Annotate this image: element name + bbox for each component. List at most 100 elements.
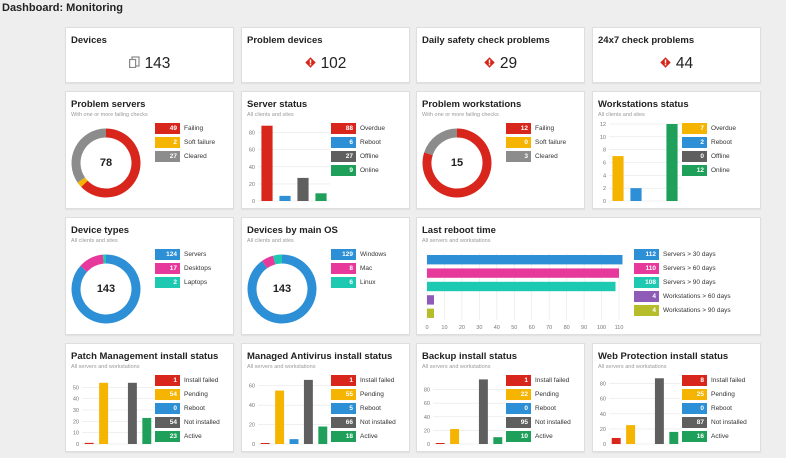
legend-item-offline[interactable]: 27 Offline [331,151,379,162]
slice-linux[interactable] [273,254,283,265]
slice-windows[interactable] [247,254,317,324]
bar-install-failed[interactable] [611,437,621,444]
legend-item-pending[interactable]: 54 Pending [155,389,208,400]
legend-item-reboot[interactable]: 0 Reboot [506,403,556,414]
legend-item-install-failed[interactable]: 1 Install failed [155,375,218,386]
legend-item-desktops[interactable]: 17 Desktops [155,263,211,274]
bar-not-installed[interactable] [478,379,488,444]
legend-item-install-failed[interactable]: 1 Install failed [331,375,394,386]
legend-item-overdue[interactable]: 7 Overdue [682,123,736,134]
legend-item-reboot[interactable]: 0 Reboot [155,403,205,414]
legend-item-active[interactable]: 10 Active [506,431,553,442]
server-status-card[interactable]: Server status All clients and sites 80 60… [241,91,410,209]
check-24x7-card[interactable]: 24x7 check problems 44 [592,27,761,83]
legend-item-mac[interactable]: 8 Mac [331,263,372,274]
legend-item-active[interactable]: 18 Active [331,431,378,442]
bar-not-installed[interactable] [303,379,313,444]
legend-item-windows[interactable]: 129 Windows [331,249,386,260]
legend-item-reboot[interactable]: 6 Reboot [331,137,381,148]
bar-overdue[interactable] [612,156,624,201]
slice-failing[interactable] [81,128,141,198]
legend-item-reboot[interactable]: 0 Reboot [682,403,732,414]
legend-item-pending[interactable]: 55 Pending [331,389,384,400]
backup-card[interactable]: Backup install status All servers and wo… [416,343,585,452]
legend-item-soft-failure[interactable]: 2 Soft failure [155,137,215,148]
legend-item-workstations-90-days[interactable]: 4 Workstations > 90 days [634,305,731,316]
bar-reboot[interactable] [630,188,642,201]
bar-install-failed[interactable] [435,443,445,444]
legend-item-install-failed[interactable]: 8 Install failed [682,375,745,386]
bar-reboot[interactable] [289,439,299,444]
legend-item-failing[interactable]: 12 Failing [506,123,554,134]
patch-card[interactable]: Patch Management install status All serv… [65,343,234,452]
legend-item-online[interactable]: 9 Online [331,165,379,176]
legend-item-reboot[interactable]: 5 Reboot [331,403,381,414]
legend-item-offline[interactable]: 0 Offline [682,151,730,162]
legend-item-not-installed[interactable]: 87 Not installed [682,417,747,428]
legend-item-laptops[interactable]: 2 Laptops [155,277,207,288]
slice-cleared[interactable] [424,128,458,156]
slice-desktops[interactable] [80,254,105,273]
legend-item-soft-failure[interactable]: 0 Soft failure [506,137,566,148]
bar-not-installed[interactable] [127,382,137,444]
device-types-card[interactable]: Device types All clients and sites 143 1… [65,217,234,335]
slice-cleared[interactable] [71,128,107,183]
problem-workstations-card[interactable]: Problem workstations With one or more fa… [416,91,585,209]
legend-item-active[interactable]: 23 Active [155,431,202,442]
devices-by-os-card[interactable]: Devices by main OS All clients and sites… [241,217,410,335]
bar-active[interactable] [493,437,503,444]
slice-servers[interactable] [71,254,141,324]
bar-install-failed[interactable] [260,443,270,444]
workstations-status-card[interactable]: Workstations status All clients and site… [592,91,761,209]
legend-item-active[interactable]: 16 Active [682,431,729,442]
legend-item-online[interactable]: 12 Online [682,165,730,176]
bar-pending[interactable] [450,429,460,444]
bar-online[interactable] [666,124,678,201]
bar-overdue[interactable] [261,125,273,201]
legend-item-not-installed[interactable]: 54 Not installed [155,417,220,428]
bar-not-installed[interactable] [654,378,664,444]
devices-card[interactable]: Devices 143 [65,27,234,83]
legend-item-servers-60-days[interactable]: 110 Servers > 60 days [634,263,716,274]
legend-item-pending[interactable]: 22 Pending [506,389,559,400]
bar-servers-30-days[interactable] [427,255,623,265]
legend-item-cleared[interactable]: 27 Cleared [155,151,207,162]
legend-item-workstations-60-days[interactable]: 4 Workstations > 60 days [634,291,731,302]
bar-pending[interactable] [99,382,109,444]
legend-item-reboot[interactable]: 2 Reboot [682,137,732,148]
slice-failing[interactable] [422,128,492,198]
legend-item-pending[interactable]: 25 Pending [682,389,735,400]
legend-item-overdue[interactable]: 88 Overdue [331,123,385,134]
antivirus-card[interactable]: Managed Antivirus install status All ser… [241,343,410,452]
legend-item-install-failed[interactable]: 1 Install failed [506,375,569,386]
legend-item-servers[interactable]: 124 Servers [155,249,206,260]
problem-servers-card[interactable]: Problem servers With one or more failing… [65,91,234,209]
slice-mac[interactable] [262,255,276,269]
bar-offline[interactable] [297,177,309,201]
legend-item-not-installed[interactable]: 95 Not installed [506,417,571,428]
bar-active[interactable] [142,417,152,444]
bar-pending[interactable] [626,425,636,444]
y-tick-label: 30 [73,408,79,414]
slice-soft-failure[interactable] [77,177,88,187]
legend-item-cleared[interactable]: 3 Cleared [506,151,558,162]
legend-item-not-installed[interactable]: 66 Not installed [331,417,396,428]
webprotection-card[interactable]: Web Protection install status All server… [592,343,761,452]
bar-pending[interactable] [275,390,285,444]
bar-reboot[interactable] [279,195,291,201]
bar-servers-60-days[interactable] [427,268,619,278]
bar-active[interactable] [318,426,328,444]
legend-item-servers-90-days[interactable]: 108 Servers > 90 days [634,277,716,288]
daily-safety-card[interactable]: Daily safety check problems 29 [416,27,585,83]
last-reboot-card[interactable]: Last reboot time All servers and worksta… [416,217,761,335]
problem-devices-card[interactable]: Problem devices 102 [241,27,410,83]
bar-active[interactable] [669,431,679,444]
bar-online[interactable] [315,193,327,201]
bar-servers-90-days[interactable] [427,281,616,292]
bar-workstations-90-days[interactable] [427,308,434,318]
bar-workstations-60-days[interactable] [427,295,434,305]
legend-item-servers-30-days[interactable]: 112 Servers > 30 days [634,249,716,260]
legend-item-linux[interactable]: 6 Linux [331,277,376,288]
bar-install-failed[interactable] [84,442,94,444]
legend-item-failing[interactable]: 49 Failing [155,123,203,134]
